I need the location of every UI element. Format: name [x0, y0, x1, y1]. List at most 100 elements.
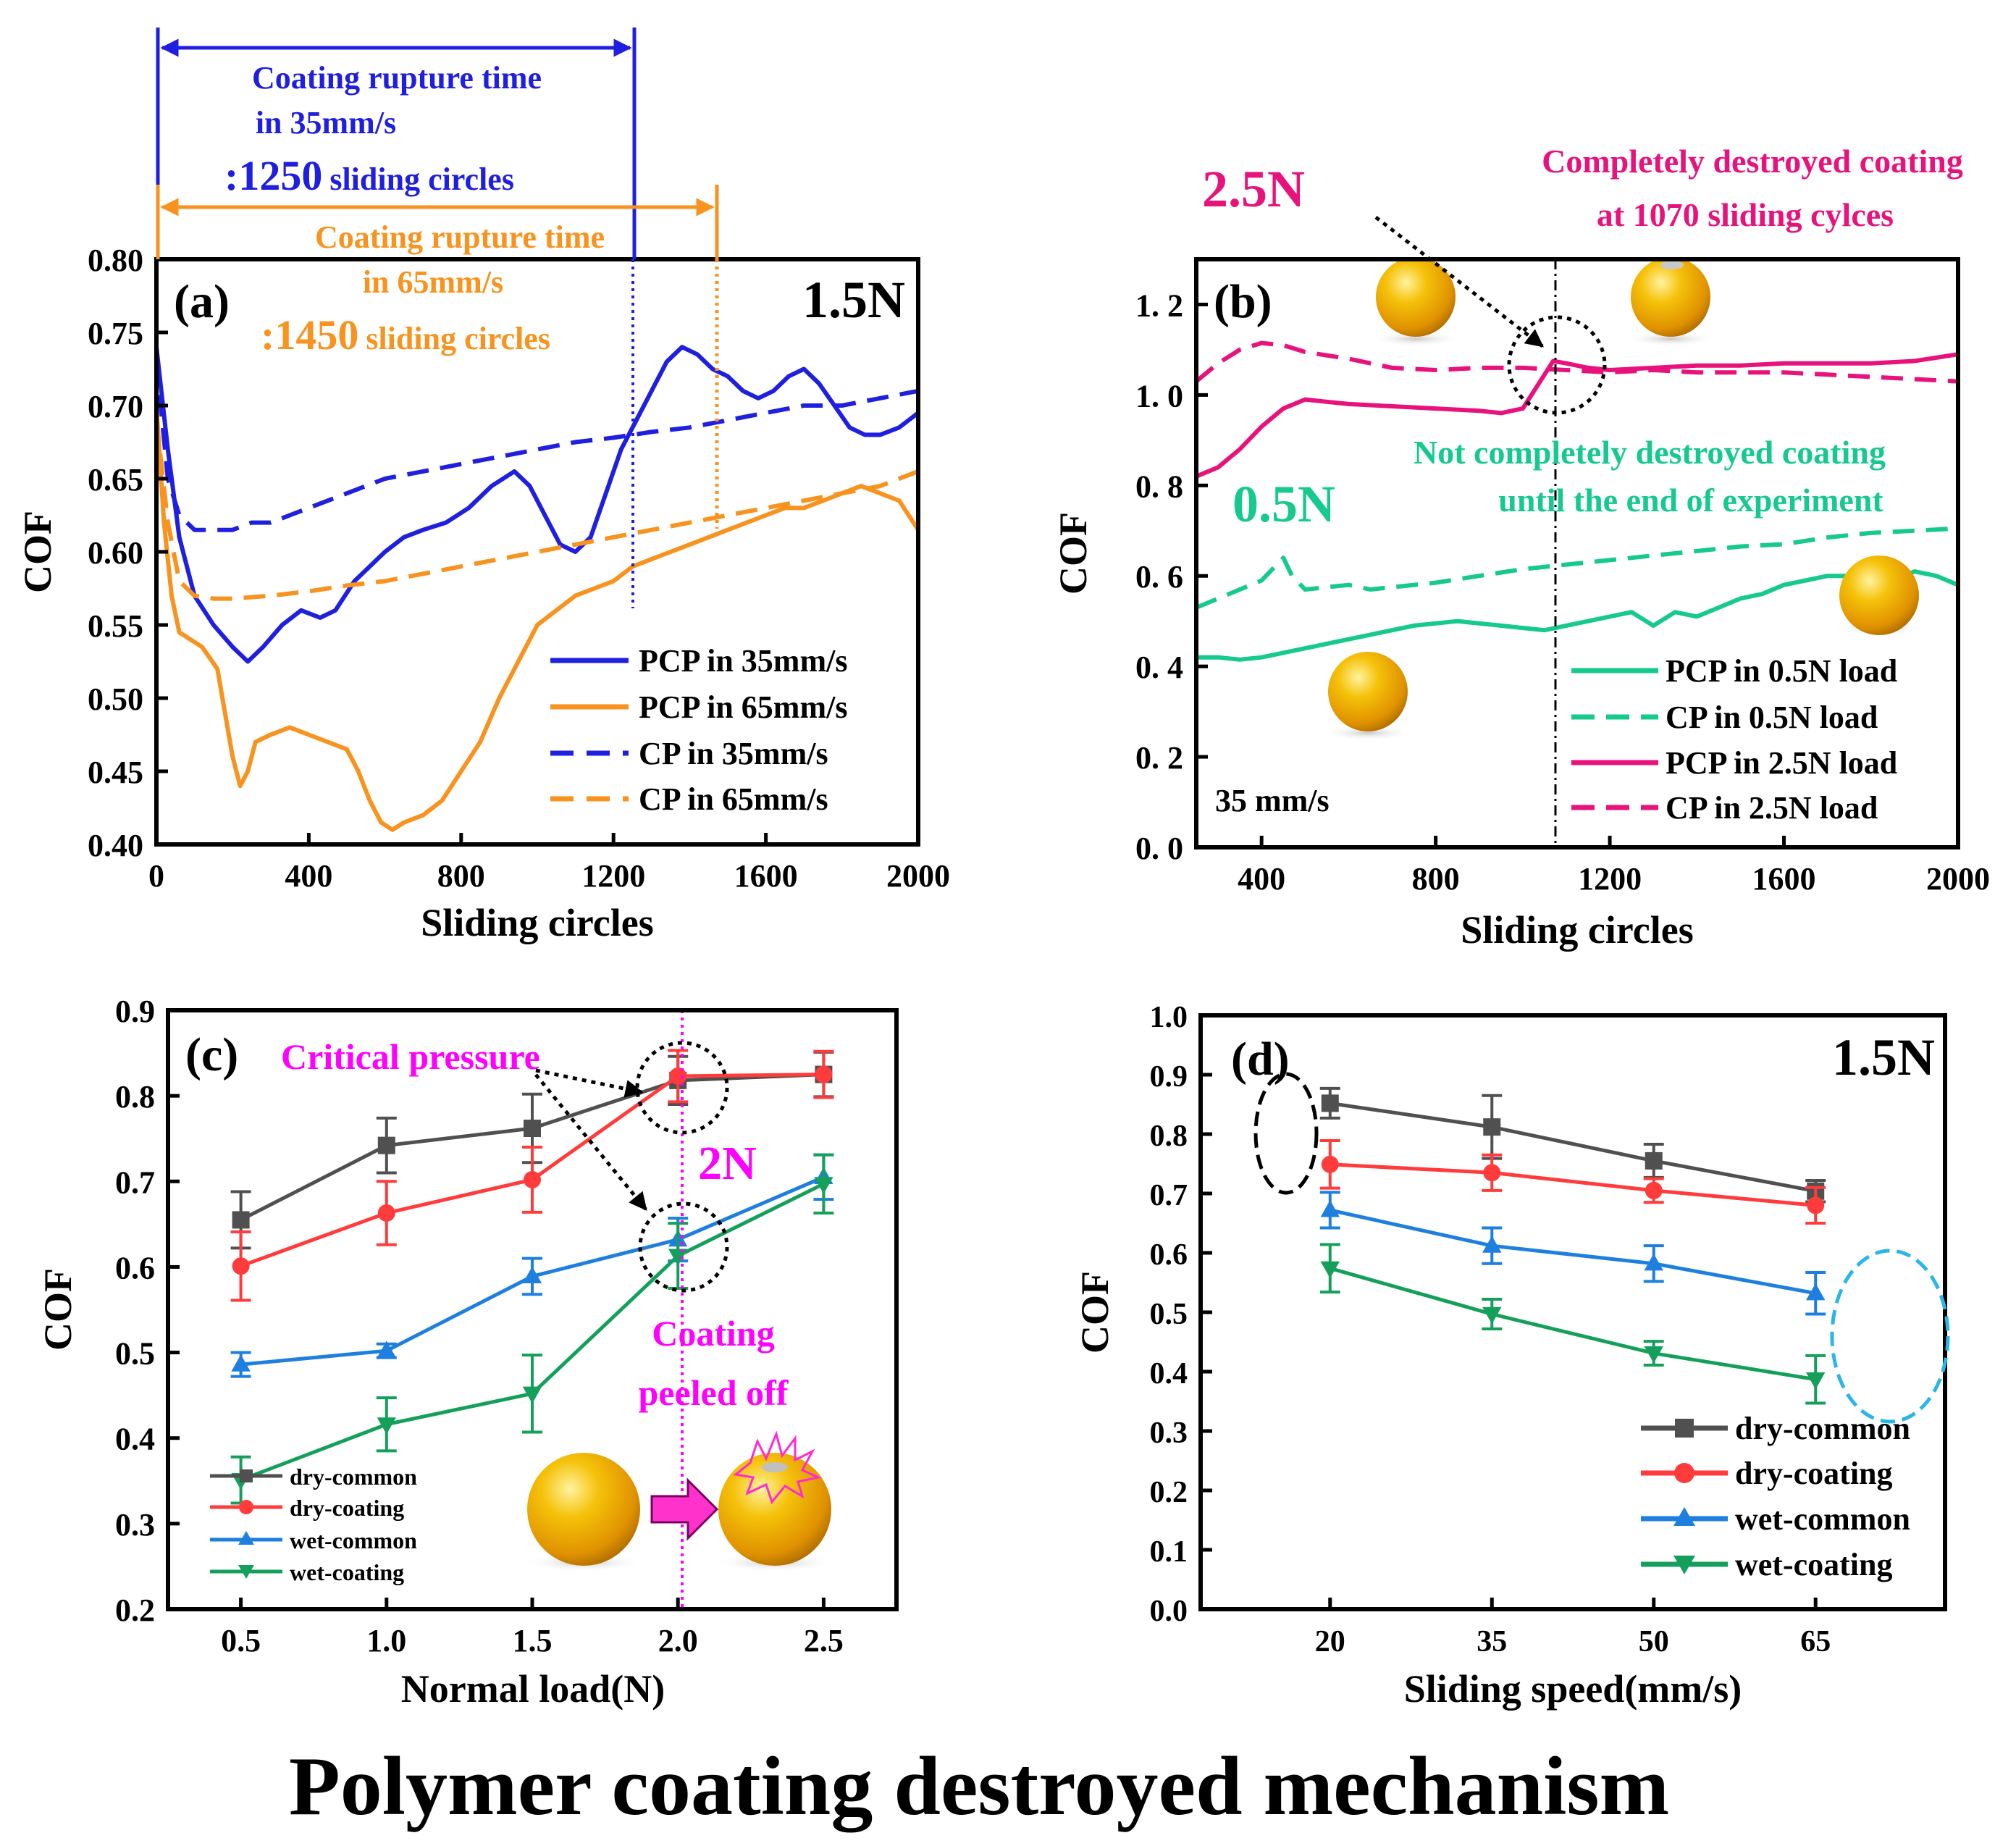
panel-a-x-tick-label: 1200 — [581, 858, 645, 894]
panel-b-series-line — [1196, 569, 1960, 662]
legend-label: dry-coating — [1735, 1456, 1893, 1491]
panel-b-x-tick-label: 800 — [1412, 861, 1460, 897]
panel-b-frame — [1194, 257, 1960, 849]
panel-c-frame — [166, 1008, 899, 1611]
peel-label-line2: peeled off — [639, 1372, 789, 1413]
critical-circle-upper — [635, 1041, 729, 1135]
panel-d-y-tick-label: 0.0 — [1150, 1595, 1188, 1628]
legend-marker — [239, 1500, 253, 1514]
critical-arrow-upper — [535, 1068, 644, 1098]
panel-b-series-line — [1195, 526, 1959, 610]
destroyed-note-line2: at 1070 sliding cylces — [1597, 196, 1894, 233]
panel-c-ylabel: COF — [36, 1268, 80, 1351]
worn-ball-icon — [1626, 257, 1715, 346]
destroyed-point-circle — [1507, 315, 1607, 415]
panel-c-plot: 0.5 1.0 1.5 2.0 2.5 0.2 0.3 0.4 0.5 0.6 0.7 0.8 0.9 — [115, 994, 844, 1658]
panel-b-xlabel: Sliding circles — [1461, 908, 1694, 952]
legend-label: dry-common — [290, 1464, 417, 1490]
arrow-right-icon — [650, 1477, 719, 1541]
panel-d-x-tick-label: 65 — [1800, 1625, 1831, 1658]
panel-b-y-tick-label: 0. 6 — [1135, 559, 1183, 595]
panel-a-y-tick-label: 0.60 — [88, 535, 143, 571]
blue-rupture-value-line: :1250 sliding circles — [224, 152, 514, 199]
panel-b-y-tick-label: 1. 2 — [1135, 288, 1183, 323]
panel-a-series-line — [154, 345, 920, 664]
panel-b-plot: 400 800 1200 1600 2000 0. 0 0. 2 0. 4 0. 6 0. 8 1.… — [1135, 288, 1990, 897]
panel-c-y-tick-label: 0.4 — [115, 1422, 155, 1457]
panel-c-y-tick-label: 0.9 — [115, 994, 155, 1029]
panel-b-y-tick-label: 0. 8 — [1135, 469, 1183, 504]
panel-c-x-tick-label: 1.5 — [513, 1623, 553, 1658]
data-point-marker — [1320, 1261, 1340, 1279]
panel-d-series-line — [1330, 1101, 1816, 1193]
peel-label-line1: Coating — [652, 1313, 774, 1354]
panel-a-y-tick-label: 0.50 — [88, 681, 143, 717]
panel-d-y-tick-label: 1.0 — [1150, 1001, 1188, 1034]
panel-d-series-line — [1330, 1208, 1816, 1296]
panel-a-legend: PCP in 35mm/s PCP in 65mm/s CP in 35mm/s… — [550, 643, 847, 817]
panel-a-series-line — [154, 361, 919, 532]
legend-marker — [1673, 1556, 1695, 1574]
panel-a-x-tick-label: 800 — [437, 858, 485, 894]
legend-marker — [240, 1469, 253, 1482]
load-2-5n-label: 2.5N — [1202, 160, 1305, 218]
blue-rupture-sub: in 35mm/s — [256, 105, 396, 140]
legend-label: CP in 35mm/s — [639, 736, 828, 771]
panel-d-y-tick-label: 0.4 — [1150, 1357, 1188, 1390]
panel-a-y-tick-label: 0.70 — [88, 389, 143, 424]
data-point-marker — [815, 1065, 833, 1083]
critical-pressure-label: Critical pressure — [281, 1036, 540, 1077]
panel-b-x-tick-label: 1200 — [1578, 861, 1642, 897]
panel-d-legend: dry-common dry-coating wet-common wet-co… — [1641, 1411, 1910, 1582]
data-point-marker — [377, 1417, 396, 1435]
panel-a-y-tick-label: 0.75 — [88, 316, 143, 351]
panel-d-y-tick-label: 0.7 — [1150, 1179, 1188, 1212]
ball-icon — [1371, 257, 1461, 346]
ball-icon — [1834, 555, 1924, 636]
panel-d-x-tick-label: 35 — [1477, 1625, 1507, 1658]
panel-b-legend: PCP in 0.5N load CP in 0.5N load PCP in … — [1571, 653, 1897, 826]
data-point-marker — [231, 1354, 251, 1372]
legend-marker — [1673, 1507, 1695, 1526]
legend-label: wet-coating — [1735, 1547, 1893, 1582]
panel-c-legend: dry-common dry-coating wet-common wet-co… — [210, 1464, 417, 1585]
data-point-marker — [1321, 1094, 1339, 1112]
legend-label: CP in 2.5N load — [1666, 790, 1878, 826]
panel-b-y-tick-label: 1. 0 — [1135, 378, 1183, 414]
data-point-marker — [1482, 1235, 1502, 1253]
panel-d-ylabel: COF — [1073, 1271, 1117, 1354]
orange-rupture-value: :1450 — [261, 311, 358, 358]
panel-a-x-tick-label: 1600 — [734, 858, 798, 894]
panel-c-x-tick-label: 1.0 — [366, 1623, 406, 1658]
panel-a-label: (a) — [174, 275, 230, 328]
panel-d-y-tick-label: 0.1 — [1150, 1535, 1188, 1569]
data-point-marker — [522, 1386, 542, 1404]
blue-rupture-title: Coating rupture time — [252, 60, 542, 96]
critical-arrow-lower — [534, 1073, 647, 1211]
legend-label: PCP in 0.5N load — [1666, 653, 1897, 689]
data-point-marker — [1806, 1283, 1826, 1301]
legend-marker — [238, 1565, 254, 1579]
legend-label: wet-common — [290, 1527, 417, 1553]
orange-rupture-title: Coating rupture time — [315, 219, 605, 255]
panel-a-x-tick-label: 0 — [148, 858, 164, 894]
data-point-marker — [1483, 1118, 1501, 1136]
ball-icon — [524, 1453, 643, 1572]
panel-d-label: (d) — [1231, 1033, 1290, 1086]
panel-a-frame — [154, 257, 920, 847]
data-point-marker — [1644, 1253, 1663, 1271]
panel-a-y-tick-label: 0.80 — [88, 243, 143, 278]
destroyed-arrow — [1374, 216, 1544, 348]
panel-c-y-tick-label: 0.5 — [115, 1336, 155, 1372]
panel-b-ylabel: COF — [1051, 512, 1095, 595]
data-point-marker — [377, 1341, 396, 1358]
panel-b: 400 800 1200 1600 2000 0. 0 0. 2 0. 4 0. 6 0. 8 1.… — [1051, 143, 1990, 952]
data-point-marker — [377, 1204, 395, 1222]
legend-label: PCP in 2.5N load — [1666, 745, 1897, 781]
data-point-marker — [524, 1170, 541, 1188]
panel-c-y-tick-label: 0.8 — [115, 1079, 155, 1115]
data-point-marker — [377, 1136, 395, 1154]
legend-label: CP in 65mm/s — [639, 781, 828, 817]
panel-d-xlabel: Sliding speed(mm/s) — [1404, 1667, 1742, 1711]
